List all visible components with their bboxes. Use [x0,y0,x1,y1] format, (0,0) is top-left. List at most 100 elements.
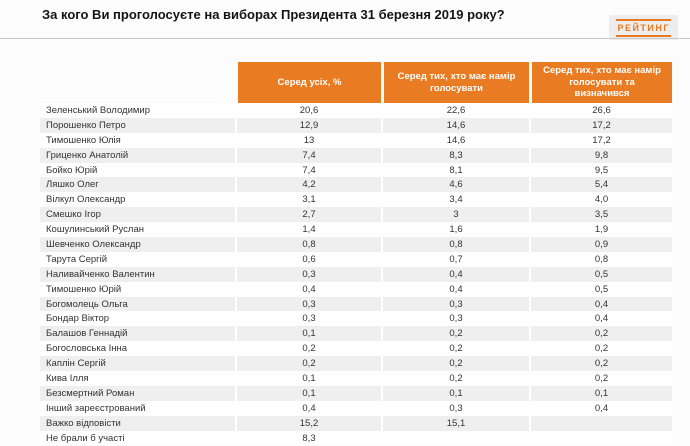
value-cell: 7,4 [235,162,381,178]
page-title: За кого Ви проголосуєте на виборах Прези… [42,7,505,22]
table-row: Тарута Сергій 0,6 0,7 0,8 [40,251,672,267]
value-cell: 0,4 [381,266,529,282]
candidate-name-cell: Тимошенко Юрій [40,281,235,297]
candidate-name-cell: Шевченко Олександр [40,237,235,252]
value-cell: 0,2 [529,356,672,372]
value-cell: 0,1 [235,326,381,342]
value-cell: 3,1 [235,192,381,208]
value-cell: 8,3 [381,147,529,163]
value-cell: 20,6 [235,103,381,118]
value-cell: 0,1 [529,385,672,401]
candidate-name-cell: Кива Ілля [40,371,235,386]
candidate-name-cell: Наливайченко Валентин [40,266,235,282]
candidate-name-cell: Богословська Інна [40,341,235,357]
table-row: Смешко Ігор 2,7 3 3,5 [40,207,672,223]
value-cell: 1,6 [381,222,529,238]
value-cell: 0,9 [529,237,672,252]
value-cell: 4,2 [235,177,381,193]
header-divider [0,38,690,39]
value-cell: 4,6 [381,177,529,193]
value-cell: 14,6 [381,132,529,148]
value-cell: 0,4 [529,296,672,312]
column-header-among-all: Серед усіх, % [235,62,381,103]
table-row: Інший зареєстрований 0,4 0,3 0,4 [40,400,672,416]
value-cell: 0,3 [235,266,381,282]
value-cell: 0,2 [381,371,529,386]
value-cell: 26,6 [529,103,672,118]
table-row: Важко відповісти 15,2 15,1 [40,415,672,431]
table-row: Вілкул Олександр 3,1 3,4 4,0 [40,192,672,208]
value-cell: 0,2 [529,341,672,357]
value-cell: 17,2 [529,117,672,133]
candidate-name-cell: Гриценко Анатолій [40,147,235,163]
candidate-name-cell: Зеленський Володимир [40,103,235,118]
value-cell: 0,8 [235,237,381,252]
value-cell: 0,3 [235,311,381,327]
value-cell: 15,2 [235,415,381,431]
value-cell: 13 [235,132,381,148]
table-row: Балашов Геннадій 0,1 0,2 0,2 [40,326,672,342]
candidate-name-cell: Безсмертний Роман [40,385,235,401]
value-cell [529,415,672,431]
value-cell: 0,4 [235,281,381,297]
value-cell: 0,8 [381,237,529,252]
candidate-name-cell: Бойко Юрій [40,162,235,178]
value-cell: 9,8 [529,147,672,163]
value-cell: 0,5 [529,266,672,282]
value-cell: 0,5 [529,281,672,297]
value-cell: 0,2 [381,341,529,357]
candidate-name-cell: Бондар Віктор [40,311,235,327]
table-row: Наливайченко Валентин 0,3 0,4 0,5 [40,266,672,282]
table-row: Безсмертний Роман 0,1 0,1 0,1 [40,385,672,401]
value-cell: 8,3 [235,430,381,446]
rating-group-logo: РЕЙТИНГ [609,15,678,40]
value-cell: 0,2 [381,326,529,342]
value-cell: 15,1 [381,415,529,431]
table-row: Зеленський Володимир 20,6 22,6 26,6 [40,103,672,118]
value-cell: 0,4 [529,311,672,327]
table-corner-cell [40,62,235,103]
value-cell: 8,1 [381,162,529,178]
table-row: Гриценко Анатолій 7,4 8,3 9,8 [40,147,672,163]
value-cell: 9,5 [529,162,672,178]
candidate-name-cell: Каплін Сергій [40,356,235,372]
table-row: Шевченко Олександр 0,8 0,8 0,9 [40,237,672,252]
value-cell: 0,1 [235,371,381,386]
table-body: Зеленський Володимир 20,6 22,6 26,6 Порошенк… [40,103,672,446]
value-cell [381,430,529,446]
value-cell: 7,4 [235,147,381,163]
table-row: Богомолець Ольга 0,3 0,3 0,4 [40,296,672,312]
candidate-name-cell: Тимошенко Юлія [40,132,235,148]
value-cell: 2,7 [235,207,381,223]
candidate-name-cell: Богомолець Ольга [40,296,235,312]
value-cell: 0,1 [235,385,381,401]
value-cell: 0,2 [529,371,672,386]
poll-results-table: Серед усіх, % Серед тих, хто має намір г… [40,62,672,446]
candidate-name-cell: Порошенко Петро [40,117,235,133]
value-cell: 5,4 [529,177,672,193]
table-row: Не брали б участі 8,3 [40,430,672,446]
candidate-name-cell: Інший зареєстрований [40,400,235,416]
value-cell: 0,3 [381,296,529,312]
value-cell: 1,4 [235,222,381,238]
value-cell: 14,6 [381,117,529,133]
value-cell: 12,9 [235,117,381,133]
value-cell: 1,9 [529,222,672,238]
value-cell: 3 [381,207,529,223]
table-row: Богословська Інна 0,2 0,2 0,2 [40,341,672,357]
value-cell: 17,2 [529,132,672,148]
value-cell: 0,2 [235,356,381,372]
value-cell: 0,6 [235,251,381,267]
table-header-row: Серед усіх, % Серед тих, хто має намір г… [40,62,672,103]
value-cell: 0,8 [529,251,672,267]
table-row: Тимошенко Юлія 13 14,6 17,2 [40,132,672,148]
value-cell: 0,3 [381,400,529,416]
candidate-name-cell: Вілкул Олександр [40,192,235,208]
value-cell [529,430,672,446]
table-row: Кошулинський Руслан 1,4 1,6 1,9 [40,222,672,238]
value-cell: 0,4 [381,281,529,297]
table-row: Каплін Сергій 0,2 0,2 0,2 [40,356,672,372]
table-row: Бондар Віктор 0,3 0,3 0,4 [40,311,672,327]
table-row: Бойко Юрій 7,4 8,1 9,5 [40,162,672,178]
candidate-name-cell: Важко відповісти [40,415,235,431]
